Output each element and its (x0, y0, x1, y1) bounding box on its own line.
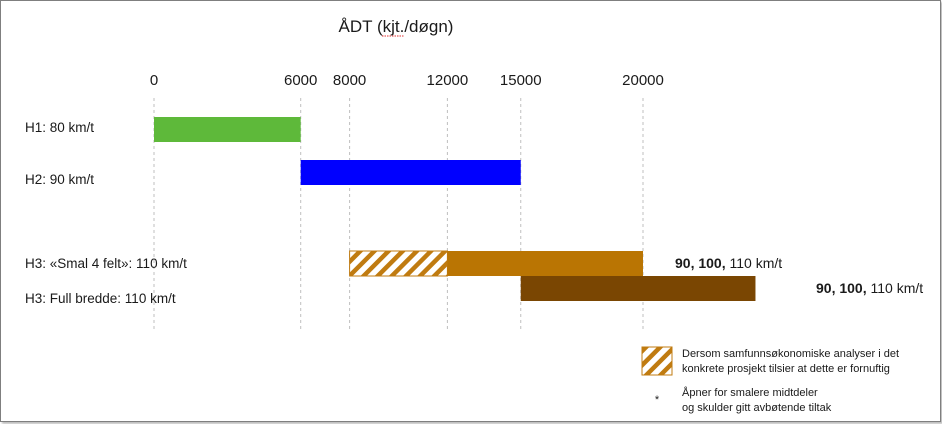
bar-row4-segment-1 (520, 276, 756, 301)
x-tick-label-12000: 12000 (427, 72, 469, 89)
x-tick-label-15000: 15000 (500, 72, 542, 89)
speed-annotation-row3: 90, 100, 110 km/t (675, 255, 782, 271)
legend-item-2-line-2: og skulder gitt avbøtende tiltak (682, 402, 832, 414)
x-tick-label-8000: 8000 (333, 72, 366, 89)
bar-row3-segment-1 (349, 250, 448, 277)
x-tick-label-6000: 6000 (284, 72, 317, 89)
chart-title: ÅDT (kjt./døgn) (339, 17, 454, 36)
bar-row3-segment-2 (447, 251, 643, 276)
legend-item-1-line-2: konkrete prosjekt tilsier at dette er fo… (682, 363, 890, 375)
x-tick-label-0: 0 (150, 72, 158, 89)
speed-annotation-row4: 90, 100, 110 km/t (816, 280, 923, 296)
bar-row1-segment-1 (154, 117, 301, 142)
legend-item-2-line-1: Åpner for smalere midtdeler (682, 386, 818, 399)
row-label-4: H3: Full bredde: 110 km/t (25, 291, 176, 306)
legend-item-1-line-1: Dersom samfunnsøkonomiske analyser i det (682, 348, 899, 360)
legend-asterisk-icon: * (655, 394, 660, 406)
row-label-1: H1: 80 km/t (25, 120, 94, 135)
bar-row2-segment-1 (300, 160, 521, 185)
row-label-3: H3: «Smal 4 felt»: 110 km/t (25, 256, 187, 271)
legend-hatched-swatch (641, 346, 673, 376)
row-label-2: H2: 90 km/t (25, 172, 94, 187)
x-tick-label-20000: 20000 (622, 72, 664, 89)
